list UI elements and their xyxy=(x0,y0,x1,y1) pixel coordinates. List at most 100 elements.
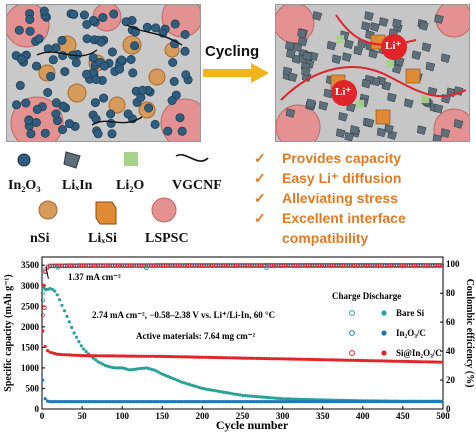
capacity-point xyxy=(269,357,273,361)
capacity-point xyxy=(416,400,420,404)
capacity-point xyxy=(94,354,98,358)
capacity-point xyxy=(65,400,69,404)
capacity-point xyxy=(111,354,115,358)
in2o3-particle xyxy=(93,129,103,139)
capacity-point xyxy=(130,354,134,358)
capacity-point xyxy=(317,400,322,404)
capacity-point xyxy=(373,400,377,404)
ce-point xyxy=(113,263,117,268)
ce-point xyxy=(48,263,52,268)
capacity-point xyxy=(248,394,252,398)
capacity-point xyxy=(94,358,98,362)
ce-point xyxy=(420,263,425,268)
ce-point xyxy=(240,263,245,268)
capacity-point xyxy=(315,400,319,404)
capacity-point xyxy=(168,400,172,404)
ce-point xyxy=(351,263,356,268)
capacity-point xyxy=(58,352,62,356)
capacity-point xyxy=(368,400,372,404)
ce-point xyxy=(375,263,380,268)
ce-point xyxy=(40,312,45,317)
capacity-point xyxy=(236,393,240,397)
capacity-point xyxy=(106,354,110,358)
legend-ce-marker xyxy=(349,350,355,356)
ce-point xyxy=(103,263,108,268)
ce-point xyxy=(408,263,413,268)
ce-point xyxy=(372,263,377,268)
x-tick-label: 150 xyxy=(156,411,170,421)
ce-point xyxy=(430,263,435,268)
capacity-point xyxy=(245,400,249,404)
in2o3-particle xyxy=(99,93,109,103)
ce-point xyxy=(173,263,178,268)
x-tick-label: 350 xyxy=(316,411,330,421)
capacity-point xyxy=(406,359,411,364)
in2o3-particle xyxy=(43,44,53,54)
capacity-point xyxy=(313,400,317,404)
x-tick-label: 100 xyxy=(115,411,129,421)
lixin-crystal xyxy=(326,40,337,51)
capacity-point xyxy=(58,298,62,302)
capacity-point xyxy=(349,400,353,404)
ce-point xyxy=(146,263,151,268)
capacity-point xyxy=(197,400,201,404)
capacity-point xyxy=(252,356,257,360)
capacity-point xyxy=(238,356,242,360)
capacity-point xyxy=(329,400,334,404)
ce-point xyxy=(245,263,250,268)
in2o3-particle xyxy=(16,54,26,64)
capacity-point xyxy=(74,353,79,357)
in2o3-particle xyxy=(106,109,116,119)
in2o3-particle xyxy=(138,85,148,95)
capacity-point xyxy=(209,400,213,404)
capacity-point xyxy=(402,400,406,404)
capacity-point xyxy=(144,354,148,358)
in2o3-particle xyxy=(126,54,136,64)
capacity-point xyxy=(240,400,245,404)
capacity-point xyxy=(173,355,177,359)
capacity-point xyxy=(440,400,444,404)
capacity-point xyxy=(101,400,105,404)
capacity-point xyxy=(115,354,119,358)
in2o3-particle xyxy=(163,126,173,136)
capacity-point xyxy=(185,400,189,404)
capacity-point xyxy=(224,390,228,395)
ce-point xyxy=(139,263,144,268)
capacity-point xyxy=(195,355,199,359)
ce-point xyxy=(327,263,332,268)
benefit-item-1: ✓ Provides capacity xyxy=(254,150,401,167)
capacity-point xyxy=(416,360,420,364)
capacity-point xyxy=(303,400,307,404)
lixin-crystal xyxy=(440,128,451,138)
capacity-point xyxy=(346,400,350,404)
capacity-point xyxy=(202,400,206,404)
arrow-right-icon xyxy=(203,63,269,83)
ce-point xyxy=(197,263,202,268)
ce-point xyxy=(190,263,194,268)
capacity-point xyxy=(226,391,230,395)
in2o3-particle xyxy=(123,109,133,119)
ce-point xyxy=(437,263,442,268)
capacity-point xyxy=(245,394,249,398)
ce-point xyxy=(218,263,223,268)
capacity-point xyxy=(325,400,329,404)
ce-point xyxy=(67,263,72,268)
capacity-point xyxy=(284,400,288,404)
capacity-point xyxy=(96,354,100,358)
ce-point xyxy=(117,263,122,268)
benefit-item-2: ✓ Easy Li⁺ diffusion xyxy=(254,170,401,187)
capacity-point xyxy=(279,397,283,401)
legend-label-li2o: Li₂O xyxy=(116,178,145,193)
capacity-point xyxy=(135,400,139,404)
ce-point xyxy=(120,263,125,268)
capacity-point xyxy=(255,395,259,399)
lixin-crystal xyxy=(344,39,354,50)
capacity-point xyxy=(226,356,230,360)
ce-point xyxy=(187,263,192,268)
ce-point xyxy=(416,263,421,268)
capacity-point xyxy=(55,352,59,356)
capacity-point xyxy=(43,397,47,401)
capacity-point xyxy=(113,366,117,370)
capacity-point xyxy=(260,395,264,399)
ce-point xyxy=(158,263,163,268)
